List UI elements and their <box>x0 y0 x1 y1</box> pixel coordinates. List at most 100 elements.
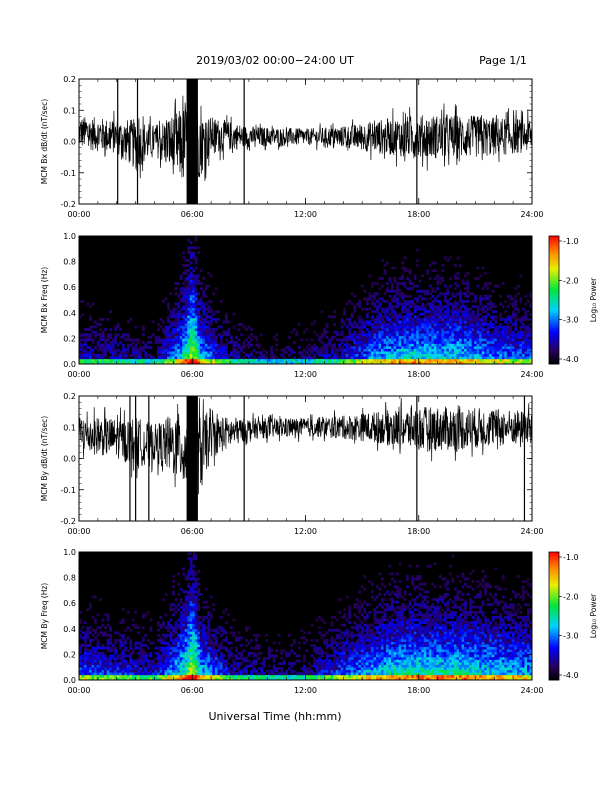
spectrogram-cell <box>84 348 87 352</box>
spectrogram-cell <box>177 672 180 676</box>
spectrogram-cell <box>134 358 138 362</box>
spectrogram-cell <box>187 644 191 648</box>
spectrogram-cell <box>421 307 425 311</box>
spectrogram-cell <box>104 674 107 678</box>
spectrogram-cell <box>386 340 389 344</box>
spectrogram-cell <box>290 361 294 365</box>
spectrogram-cell <box>157 633 160 637</box>
spectrogram-cell <box>391 340 394 344</box>
spectrogram-cell <box>277 667 281 671</box>
spectrogram-cell <box>207 325 211 329</box>
spectrogram-cell <box>84 677 87 681</box>
spectrogram-cell <box>182 323 185 326</box>
spectrogram-cell <box>494 330 498 334</box>
spectrogram-cell <box>509 315 513 319</box>
spectrogram-cell <box>189 312 193 316</box>
spectrogram-cell <box>207 646 211 650</box>
spectrogram-cell <box>308 356 311 360</box>
spectrogram-cell <box>365 315 369 319</box>
spectrogram-cell <box>81 669 85 673</box>
spectrogram-cell <box>335 333 339 337</box>
spectrogram-cell <box>285 674 289 678</box>
spectrogram-cell <box>109 649 113 653</box>
spectrogram-cell <box>438 328 442 332</box>
spectrogram-cell <box>428 325 432 329</box>
spectrogram-cell <box>129 361 133 365</box>
spectrogram-cell <box>411 361 415 365</box>
spectrogram-cell <box>124 348 128 352</box>
spectrogram-cell <box>79 669 82 673</box>
y-tick-label: 0.0 <box>63 360 76 369</box>
spectrogram-cell <box>86 672 90 676</box>
spectrogram-cell <box>418 361 422 365</box>
spectrogram-cell <box>471 340 475 344</box>
spectrogram-cell <box>162 664 165 668</box>
spectrogram-cell <box>114 333 118 337</box>
spectrogram-cell <box>101 664 105 668</box>
spectrogram-cell <box>433 323 437 326</box>
spectrogram-cell <box>373 356 377 360</box>
spectrogram-cell <box>109 656 113 660</box>
spectrogram-cell <box>421 317 425 321</box>
spectrogram-cell <box>486 353 490 357</box>
colorbar-swatch <box>549 346 559 350</box>
spectrogram-cell <box>179 289 183 293</box>
spectrogram-cell <box>318 335 321 339</box>
spectrogram-cell <box>136 664 140 668</box>
spectrogram-cell <box>453 317 457 321</box>
spectrogram-cell <box>403 353 407 357</box>
spectrogram-cell <box>139 677 143 681</box>
spectrogram-cell <box>194 238 198 242</box>
spectrogram-cell <box>403 256 407 260</box>
spectrogram-cell <box>202 674 206 678</box>
spectrogram-cell <box>119 677 123 681</box>
spectrogram-cell <box>192 325 196 329</box>
spectrogram-cell <box>416 356 420 360</box>
spectrogram-cell <box>167 348 170 352</box>
spectrogram-cell <box>391 328 394 332</box>
spectrogram-cell <box>426 323 430 326</box>
spectrogram-cell <box>202 616 206 619</box>
spectrogram-cell <box>194 328 198 332</box>
spectrogram-cell <box>194 335 198 339</box>
spectrogram-cell <box>456 348 460 352</box>
spectrogram-cell <box>209 662 213 665</box>
spectrogram-cell <box>207 641 211 645</box>
spectrogram-cell <box>202 633 206 637</box>
spectrogram-cell <box>204 353 208 357</box>
spectrogram-cell <box>189 659 193 663</box>
spectrogram-cell <box>99 659 102 663</box>
spectrogram-cell <box>207 656 211 660</box>
spectrogram-cell <box>194 343 198 347</box>
spectrogram-cell <box>375 320 379 324</box>
spectrogram-cell <box>466 346 470 349</box>
spectrogram-cell <box>378 320 382 324</box>
spectrogram-cell <box>408 302 412 306</box>
spectrogram-cell <box>313 361 316 365</box>
spectrogram-cell <box>111 672 115 676</box>
spectrogram-cell <box>99 654 102 658</box>
spectrogram-cell <box>131 649 135 653</box>
spectrogram-cell <box>252 667 256 671</box>
spectrogram-cell <box>202 605 206 609</box>
spectrogram-cell <box>235 656 238 660</box>
spectrogram-cell <box>199 621 203 624</box>
spectrogram-cell <box>207 300 211 303</box>
spectrogram-cell <box>209 616 213 619</box>
spectrogram-cell <box>396 305 399 308</box>
spectrogram-cell <box>207 654 211 658</box>
spectrogram-cell <box>386 353 389 357</box>
spectrogram-cell <box>189 256 193 260</box>
spectrogram-cell <box>252 358 256 362</box>
spectrogram-cell <box>456 315 460 319</box>
spectrogram-cell <box>209 639 213 642</box>
spectrogram-cell <box>287 662 291 665</box>
spectrogram-cell <box>446 323 450 326</box>
spectrogram-cell <box>219 633 223 637</box>
spectrogram-cell <box>496 325 500 329</box>
spectrogram-cell <box>174 287 178 291</box>
spectrogram-cell <box>111 677 115 681</box>
spectrogram-cell <box>464 274 467 278</box>
spectrogram-cell <box>365 353 369 357</box>
spectrogram-cell <box>411 338 415 342</box>
